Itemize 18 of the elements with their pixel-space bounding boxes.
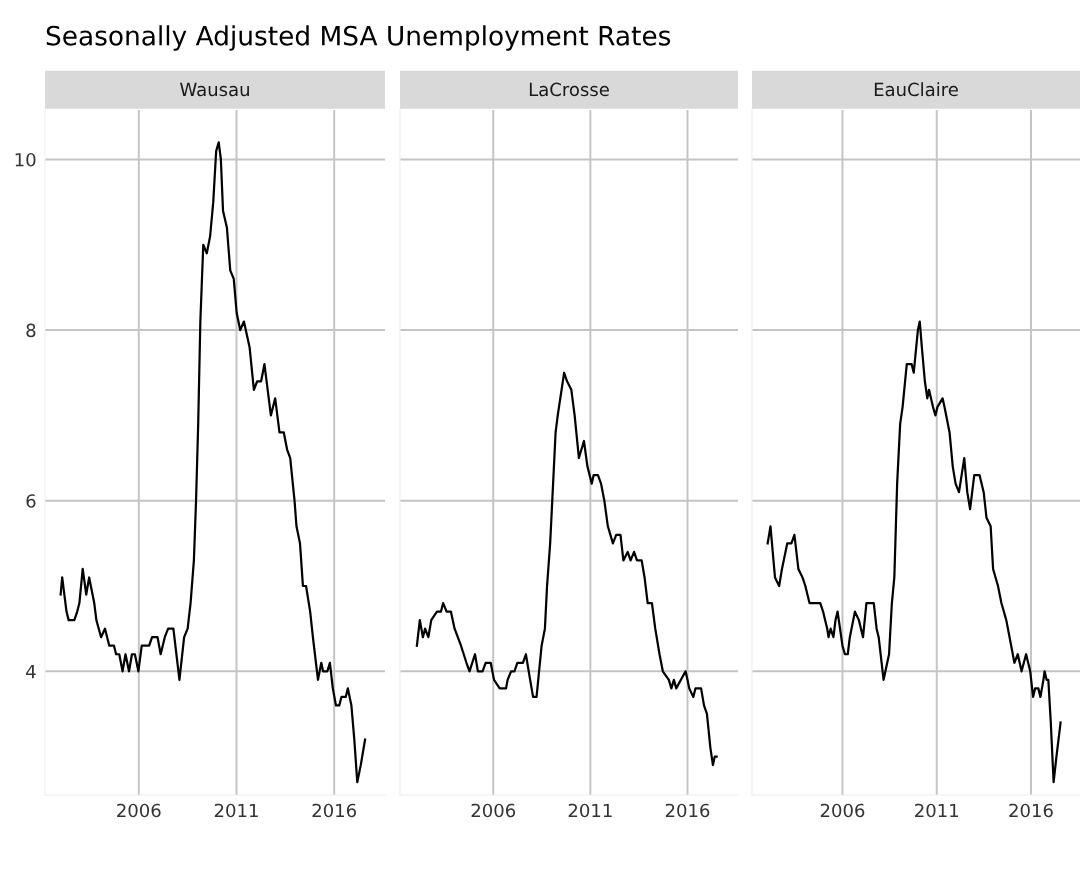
chart-title: Wausau [180, 82, 249, 97]
x-tick-label: 2016 [1009, 803, 1053, 818]
x-tick-label: 2011 [568, 803, 612, 818]
chart-title: LaCrosse [529, 82, 609, 97]
x-tick-label: 2006 [820, 803, 865, 818]
chart-title: EauClaire [874, 82, 958, 97]
y-tick-label: 6 [26, 494, 36, 508]
line-series [59, 141, 367, 784]
y-tick-label: 10 [15, 152, 36, 167]
x-tick-label: 2011 [214, 803, 258, 818]
x-tick-label: 2006 [471, 803, 516, 818]
x-tick-label: 2006 [117, 803, 161, 818]
x-tick-label: 2016 [312, 803, 357, 818]
y-tick-label: 8 [26, 323, 36, 338]
y-tick-label: 4 [26, 665, 36, 679]
x-tick-label: 2011 [915, 803, 959, 818]
x-tick-label: 2016 [665, 803, 710, 818]
text: Seasonally Adjusted MSA Unemployment Rates [46, 25, 671, 51]
